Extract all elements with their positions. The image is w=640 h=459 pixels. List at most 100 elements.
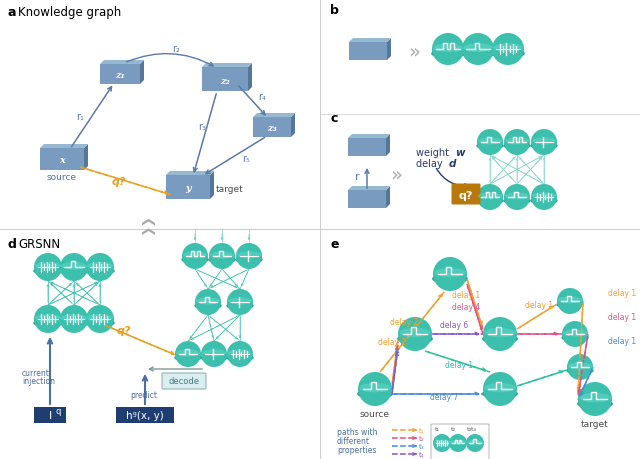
Circle shape	[236, 243, 262, 269]
Ellipse shape	[561, 334, 589, 342]
Ellipse shape	[493, 44, 523, 53]
Text: delay 4: delay 4	[452, 302, 480, 311]
Text: source: source	[47, 173, 77, 182]
Ellipse shape	[61, 314, 87, 322]
Text: q?: q?	[459, 190, 473, 201]
Text: delay 1: delay 1	[608, 336, 636, 345]
FancyBboxPatch shape	[451, 184, 481, 205]
Circle shape	[209, 243, 235, 269]
FancyBboxPatch shape	[116, 407, 174, 423]
Ellipse shape	[467, 440, 483, 445]
Text: delay 1: delay 1	[452, 291, 480, 299]
Ellipse shape	[435, 269, 466, 278]
Text: target: target	[216, 185, 244, 194]
Ellipse shape	[227, 353, 253, 362]
Text: r₂: r₂	[172, 44, 180, 54]
Ellipse shape	[85, 267, 115, 276]
Text: r₅: r₅	[242, 154, 250, 164]
Text: r: r	[355, 172, 360, 182]
Circle shape	[433, 257, 467, 291]
Circle shape	[477, 185, 503, 211]
Text: w: w	[455, 148, 465, 157]
Ellipse shape	[449, 442, 467, 448]
Polygon shape	[291, 114, 295, 138]
Ellipse shape	[237, 252, 261, 259]
Text: properties: properties	[337, 445, 376, 454]
Text: r₄: r₄	[258, 92, 266, 102]
Ellipse shape	[484, 328, 516, 337]
Ellipse shape	[33, 267, 63, 276]
Circle shape	[175, 341, 201, 367]
Text: ❯❯: ❯❯	[141, 214, 154, 235]
Polygon shape	[348, 187, 390, 190]
Circle shape	[483, 372, 517, 406]
Circle shape	[60, 305, 88, 333]
Circle shape	[557, 288, 583, 314]
Text: a: a	[7, 6, 15, 19]
Ellipse shape	[431, 49, 465, 60]
Text: »: »	[390, 165, 402, 184]
FancyBboxPatch shape	[162, 373, 206, 389]
Text: Knowledge graph: Knowledge graph	[18, 6, 121, 19]
Ellipse shape	[505, 193, 529, 200]
Ellipse shape	[202, 350, 226, 357]
FancyBboxPatch shape	[34, 407, 66, 423]
Polygon shape	[40, 149, 84, 171]
Circle shape	[531, 130, 557, 156]
Polygon shape	[348, 134, 390, 139]
Ellipse shape	[196, 298, 220, 305]
Circle shape	[86, 305, 114, 333]
Text: q: q	[55, 407, 60, 415]
Circle shape	[195, 289, 221, 315]
Ellipse shape	[503, 197, 531, 206]
Ellipse shape	[433, 442, 451, 448]
Ellipse shape	[60, 319, 89, 328]
Ellipse shape	[465, 442, 484, 448]
Circle shape	[201, 341, 227, 367]
Ellipse shape	[577, 398, 613, 409]
Circle shape	[483, 317, 517, 351]
Text: r₃: r₃	[198, 122, 206, 132]
Polygon shape	[40, 145, 88, 149]
Text: q?: q?	[117, 325, 131, 335]
Polygon shape	[253, 118, 291, 138]
Text: delay 1: delay 1	[608, 312, 636, 321]
Text: b: b	[330, 4, 339, 17]
Text: delay 1: delay 1	[608, 288, 636, 297]
Ellipse shape	[566, 367, 594, 375]
Ellipse shape	[210, 252, 234, 259]
Polygon shape	[202, 68, 248, 92]
Text: target: target	[581, 419, 609, 428]
Text: q?: q?	[112, 177, 127, 187]
Text: predict: predict	[130, 390, 157, 399]
Circle shape	[578, 382, 612, 416]
Text: z₂: z₂	[220, 76, 230, 85]
Text: current: current	[22, 368, 50, 377]
Text: y: y	[185, 184, 191, 193]
Text: injection: injection	[22, 376, 55, 385]
Text: delay 1: delay 1	[525, 300, 553, 309]
Ellipse shape	[476, 142, 504, 151]
FancyBboxPatch shape	[431, 424, 489, 459]
Ellipse shape	[450, 440, 467, 445]
Ellipse shape	[434, 440, 451, 445]
Circle shape	[398, 317, 432, 351]
Circle shape	[182, 243, 208, 269]
Text: weight: weight	[416, 148, 452, 157]
Circle shape	[432, 34, 464, 66]
Polygon shape	[348, 139, 386, 157]
Text: delay 6: delay 6	[440, 320, 468, 329]
Text: decode: decode	[168, 377, 200, 386]
Ellipse shape	[397, 334, 433, 345]
Polygon shape	[349, 39, 391, 43]
Ellipse shape	[476, 197, 504, 206]
Ellipse shape	[183, 252, 207, 259]
Ellipse shape	[532, 193, 556, 200]
Ellipse shape	[505, 138, 529, 145]
Circle shape	[358, 372, 392, 406]
Ellipse shape	[432, 274, 468, 285]
Ellipse shape	[228, 298, 252, 305]
Circle shape	[34, 305, 62, 333]
Ellipse shape	[433, 44, 463, 53]
Ellipse shape	[195, 302, 221, 310]
